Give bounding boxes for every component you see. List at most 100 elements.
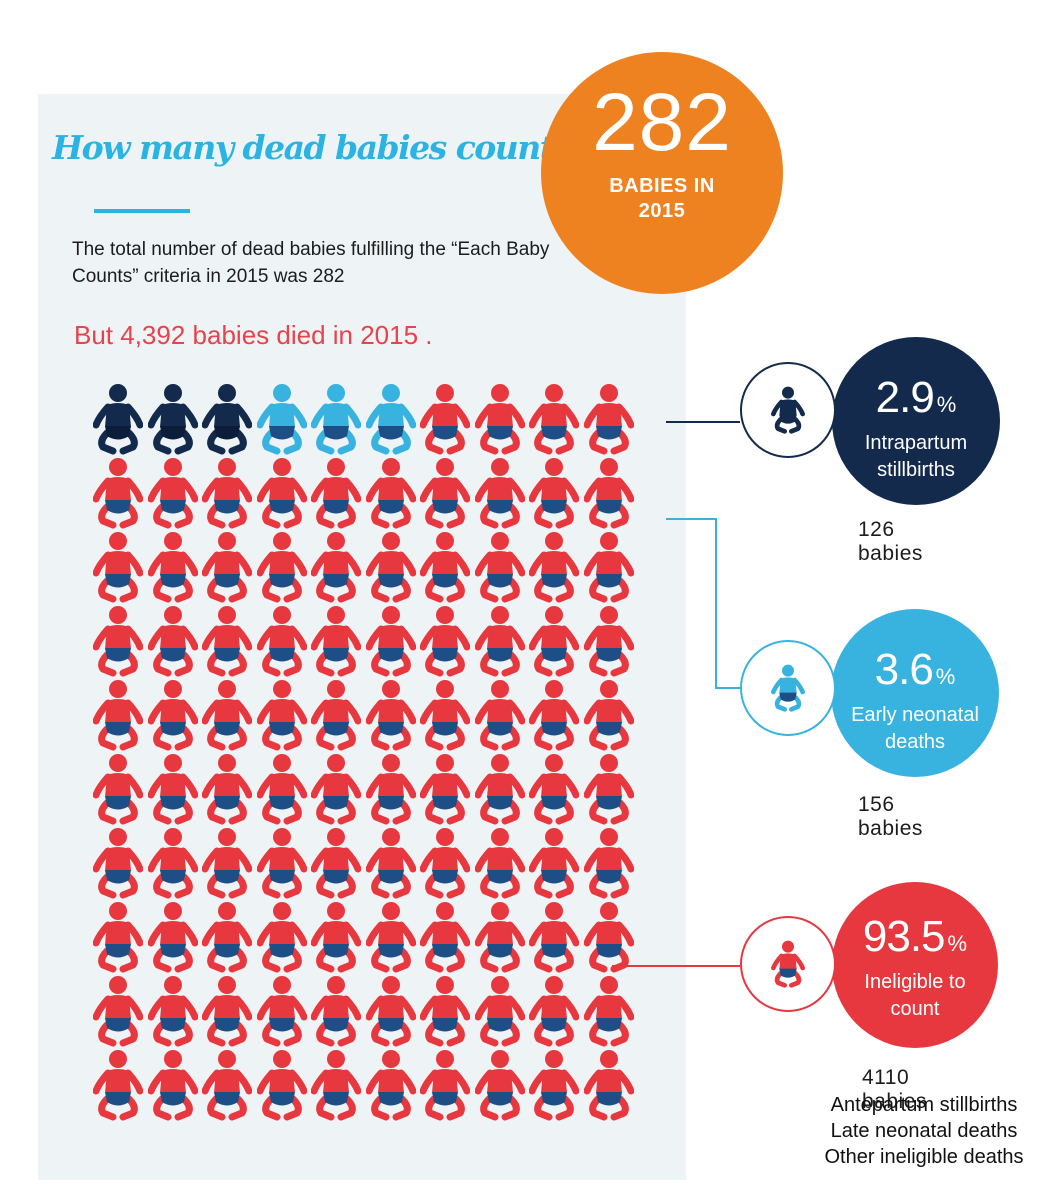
- pictogram-baby-ineligible-to-count: [93, 458, 143, 529]
- baby-icon: [771, 664, 805, 712]
- pictogram-baby-ineligible-to-count: [147, 828, 198, 899]
- pictogram-baby-ineligible-to-count: [529, 976, 579, 1047]
- category-percent: 2.9%: [876, 373, 957, 430]
- category-icon-circle: [740, 916, 836, 1012]
- pictogram-baby-ineligible-to-count: [256, 976, 307, 1047]
- category-name: Early neonatal deaths: [851, 704, 979, 753]
- pictogram-baby-ineligible-to-count: [420, 384, 470, 455]
- pictogram-baby-ineligible-to-count: [365, 902, 416, 973]
- pictogram-baby-ineligible-to-count: [256, 458, 307, 529]
- pictogram-baby-ineligible-to-count: [529, 754, 579, 825]
- category-count: 156 babies: [858, 793, 923, 840]
- category-name: Ineligible to count: [864, 971, 966, 1020]
- pictogram-baby-early-neonatal-deaths: [256, 384, 307, 455]
- pictogram-baby-ineligible-to-count: [202, 1050, 252, 1121]
- pictogram-baby-ineligible-to-count: [474, 532, 525, 603]
- title-underline: [94, 209, 190, 213]
- pictogram-baby-ineligible-to-count: [583, 976, 634, 1047]
- pictogram-baby-ineligible-to-count: [474, 384, 525, 455]
- baby-icon: [771, 386, 805, 434]
- note-item: Antepartum stillbirths: [830, 1094, 1018, 1116]
- pictogram-baby-ineligible-to-count: [147, 1050, 198, 1121]
- category-circle: 2.9% Intrapartum stillbirths: [832, 337, 1000, 505]
- pictogram-baby-ineligible-to-count: [147, 680, 198, 751]
- page-title: How many dead babies count?: [52, 128, 573, 167]
- percent-value: 2.9: [875, 373, 935, 422]
- pictogram-baby-ineligible-to-count: [93, 902, 143, 973]
- pictogram-baby-ineligible-to-count: [311, 606, 361, 677]
- percent-value: 93.5: [862, 912, 946, 961]
- pictogram-baby-ineligible-to-count: [256, 532, 307, 603]
- pictogram-baby-ineligible-to-count: [93, 754, 143, 825]
- pictogram-baby-ineligible-to-count: [583, 532, 634, 603]
- category-percent: 3.6%: [875, 645, 956, 702]
- pictogram-baby-ineligible-to-count: [529, 680, 579, 751]
- percent-symbol: %: [936, 392, 957, 417]
- percent-symbol: %: [935, 664, 956, 689]
- pictogram-baby-ineligible-to-count: [474, 458, 525, 529]
- pictogram-baby-ineligible-to-count: [529, 384, 579, 455]
- category-circle: 93.5% Ineligible to count: [832, 882, 998, 1048]
- pictogram-baby-ineligible-to-count: [256, 606, 307, 677]
- pictogram-baby-ineligible-to-count: [529, 828, 579, 899]
- pictogram-baby-ineligible-to-count: [420, 902, 470, 973]
- pictogram-baby-ineligible-to-count: [93, 680, 143, 751]
- pictogram-baby-ineligible-to-count: [583, 754, 634, 825]
- note-item: Late neonatal deaths: [830, 1120, 1018, 1142]
- baby-icon: [771, 940, 805, 988]
- pictogram-baby-ineligible-to-count: [311, 902, 361, 973]
- pictogram-baby-ineligible-to-count: [474, 902, 525, 973]
- pictogram-baby-ineligible-to-count: [202, 902, 252, 973]
- pictogram-baby-intrapartum-stillbirths: [93, 384, 143, 455]
- pictogram-baby-ineligible-to-count: [420, 828, 470, 899]
- pictogram-baby-ineligible-to-count: [420, 458, 470, 529]
- pictogram-baby-ineligible-to-count: [583, 1050, 634, 1121]
- pictogram-baby-ineligible-to-count: [202, 458, 252, 529]
- total-count-number: 282: [592, 77, 732, 168]
- pictogram-baby-ineligible-to-count: [147, 976, 198, 1047]
- pictogram-baby-ineligible-to-count: [311, 680, 361, 751]
- pictogram-baby-ineligible-to-count: [420, 976, 470, 1047]
- pictogram-baby-ineligible-to-count: [529, 606, 579, 677]
- pictogram-baby-ineligible-to-count: [529, 458, 579, 529]
- pictogram-baby-ineligible-to-count: [93, 606, 143, 677]
- pictogram-baby-ineligible-to-count: [474, 1050, 525, 1121]
- pictogram-baby-ineligible-to-count: [147, 754, 198, 825]
- pictogram-baby-ineligible-to-count: [474, 606, 525, 677]
- category-count: 4110 babies: [862, 1066, 927, 1113]
- category-count: 126 babies: [858, 518, 923, 565]
- pictogram-baby-ineligible-to-count: [420, 680, 470, 751]
- pictogram-baby-intrapartum-stillbirths: [147, 384, 198, 455]
- pictogram-baby-ineligible-to-count: [365, 754, 416, 825]
- connector-early-neonatal: [666, 518, 740, 689]
- pictogram-baby-ineligible-to-count: [256, 828, 307, 899]
- pictogram-baby-ineligible-to-count: [365, 458, 416, 529]
- pictogram-baby-ineligible-to-count: [365, 532, 416, 603]
- pictogram-baby-ineligible-to-count: [202, 680, 252, 751]
- pictogram-baby-ineligible-to-count: [202, 606, 252, 677]
- pictogram-baby-ineligible-to-count: [365, 976, 416, 1047]
- pictogram-baby-ineligible-to-count: [474, 828, 525, 899]
- pictogram-baby-ineligible-to-count: [583, 828, 634, 899]
- baby-pictogram-grid: [93, 383, 634, 1123]
- pictogram-baby-ineligible-to-count: [420, 606, 470, 677]
- total-count-badge: 282 BABIES IN 2015: [541, 52, 783, 294]
- pictogram-baby-intrapartum-stillbirths: [202, 384, 252, 455]
- percent-symbol: %: [947, 931, 968, 956]
- pictogram-baby-ineligible-to-count: [365, 606, 416, 677]
- total-count-label: BABIES IN 2015: [609, 175, 715, 222]
- pictogram-baby-ineligible-to-count: [365, 828, 416, 899]
- pictogram-baby-early-neonatal-deaths: [365, 384, 416, 455]
- infographic-panel: [38, 94, 686, 1180]
- pictogram-baby-ineligible-to-count: [256, 754, 307, 825]
- pictogram-baby-ineligible-to-count: [311, 532, 361, 603]
- pictogram-baby-ineligible-to-count: [147, 458, 198, 529]
- category-percent: 93.5%: [863, 912, 967, 969]
- pictogram-baby-ineligible-to-count: [365, 680, 416, 751]
- pictogram-baby-ineligible-to-count: [256, 1050, 307, 1121]
- pictogram-baby-ineligible-to-count: [147, 902, 198, 973]
- pictogram-baby-ineligible-to-count: [583, 680, 634, 751]
- intro-text: The total number of dead babies fulfilli…: [72, 239, 550, 287]
- pictogram-baby-ineligible-to-count: [93, 1050, 143, 1121]
- category-icon-circle: [740, 640, 836, 736]
